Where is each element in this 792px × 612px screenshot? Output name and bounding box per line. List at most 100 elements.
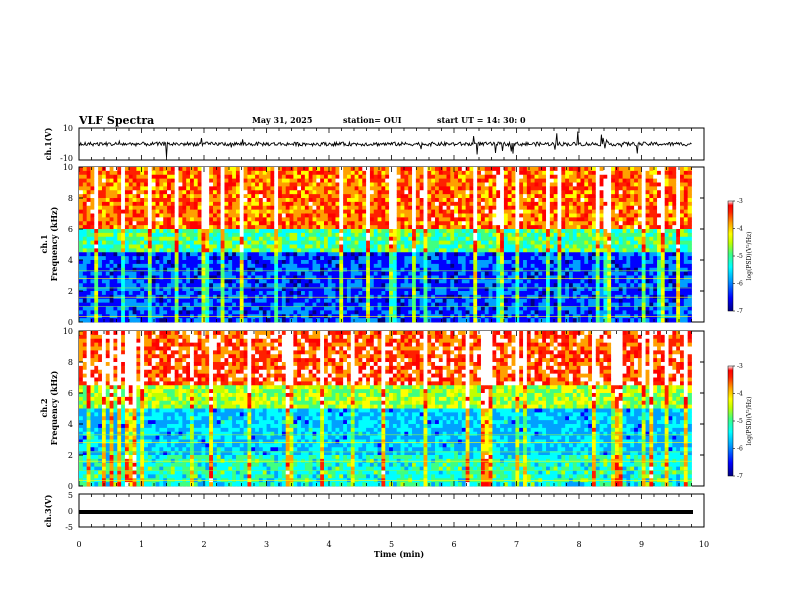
spectrogram-cell [496,236,501,242]
spectrogram-cell [285,221,290,226]
spectrogram-cell [285,283,290,288]
spectrogram-cell [431,271,436,276]
spectrogram-cell [461,225,467,230]
spectrogram-cell [105,213,111,218]
spectrogram-cell [549,201,555,207]
spectrogram-cell [549,248,555,253]
spectrogram-cell [408,232,413,238]
spectrogram-cell [404,201,409,207]
spectrogram-cell [178,174,183,180]
spectrogram-cell [488,306,493,311]
spectrogram-cell [79,283,84,288]
spectrogram-cell [404,236,409,242]
spectrogram-cell [435,252,440,257]
spectrogram-cell [201,217,206,222]
spectrogram-cell [350,252,356,257]
spectrogram-cell [109,217,114,222]
spectrogram-cell [304,291,310,296]
spectrogram-cell [82,225,88,230]
spectrogram-cell [346,302,352,307]
spectrogram-cell [98,248,103,253]
spectrogram-cell [530,298,535,304]
spectrogram-cell [492,310,497,315]
spectrogram-cell [408,221,413,226]
spectrogram-cell [496,225,501,230]
spectrogram-cell [144,198,149,203]
spectrogram-cell [412,221,417,226]
spectrogram-cell [408,256,413,261]
spectrogram-cell [549,263,555,269]
spectrogram-cell [220,310,225,315]
spectrogram-cell [477,287,482,292]
spectrogram-cell [289,198,294,203]
spectrogram-cell [400,229,405,234]
spectrogram-cell [408,174,413,180]
spectrogram-cell [140,178,145,183]
spectrogram-cell [484,217,490,222]
spectrogram-cell [151,298,156,304]
spectrogram-cell [461,205,467,211]
spectrogram-cell [147,205,153,211]
spectrogram-cell [297,283,302,288]
spectrogram-cell [262,174,267,180]
spectrogram-cell [266,263,271,269]
spectrogram-cell [90,229,95,234]
spectrogram-cell [293,209,298,214]
spectrogram-cell [105,182,111,187]
spectrogram-cell [523,229,528,234]
spectrogram-cell [147,318,153,323]
spectrogram-cell [446,310,451,315]
spectrogram-cell [308,178,313,183]
spectrogram-cell [124,275,130,280]
spectrogram-cell [209,271,214,276]
spectrogram-cell [549,178,555,183]
spectrogram-cell [404,291,409,296]
spectrogram-cell [128,256,133,261]
spectrogram-cell [228,186,233,191]
spectrogram-cell [496,174,501,180]
spectrogram-cell [366,306,371,311]
spectrogram-cell [519,271,524,276]
spectrogram-cell [346,260,352,265]
spectrogram-cell [400,198,405,203]
spectrogram-cell [174,236,179,242]
spectrogram-cell [239,256,245,261]
spectrogram-cell [132,186,137,191]
spectrogram-cell [530,217,535,222]
spectrogram-cell [201,225,206,230]
spectrogram-cell [178,225,183,230]
spectrogram-cell [538,205,543,211]
spectrogram-cell [446,260,451,265]
spectrogram-cell [473,298,478,304]
spectrogram-cell [121,248,126,253]
spectrogram-cell [270,279,275,284]
spectrogram-cell [117,252,122,257]
spectrogram-cell [270,178,275,183]
spectrogram-cell [362,167,367,172]
spectrogram-cell [542,186,547,191]
spectrogram-cell [389,252,394,257]
spectrogram-cell [101,190,107,195]
spectrogram-cell [477,256,482,261]
spectrogram-cell [140,244,145,249]
spectrogram-cell [366,267,371,273]
spectrogram-cell [423,302,428,307]
spectrogram-cell [151,279,156,284]
spectrogram-cell [469,240,474,245]
spectrogram-cell [542,229,547,234]
spectrogram-cell [140,279,145,284]
spectrogram-cell [144,267,149,273]
spectrogram-cell [98,194,103,199]
spectrogram-cell [128,236,133,242]
spectrogram-cell [469,225,474,230]
spectrogram-cell [186,279,191,284]
spectrogram-cell [235,201,241,207]
spectrogram-cell [503,174,509,180]
spectrogram-cell [247,221,252,226]
spectrogram-cell [209,306,214,311]
spectrogram-cell [201,194,206,199]
spectrogram-cell [339,271,344,276]
spectrogram-cell [396,232,401,238]
spectrogram-cell [147,310,153,315]
spectrogram-cell [435,205,440,211]
